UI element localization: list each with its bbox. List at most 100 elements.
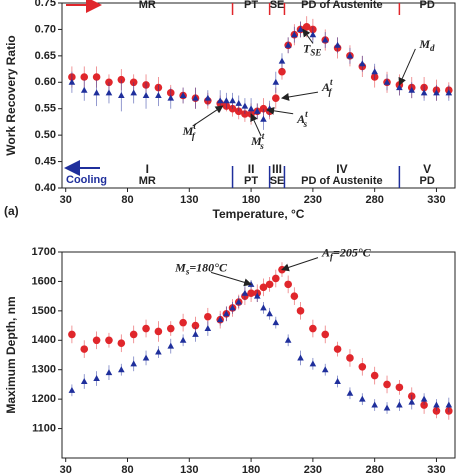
region-name-top: SE [270, 0, 285, 11]
point [68, 330, 76, 339]
point [260, 304, 267, 311]
y-tick-label: 0.65 [35, 50, 56, 62]
point [93, 89, 100, 96]
annotation: Ms=180°C [174, 260, 228, 276]
x-tick-label: 80 [121, 194, 133, 206]
annotation-sub: SE [310, 47, 321, 57]
point [155, 348, 162, 355]
plot-frame [61, 2, 456, 189]
point [260, 115, 267, 122]
point [118, 366, 125, 373]
region-name-top: PD [420, 0, 435, 11]
point [272, 78, 280, 85]
point [358, 362, 367, 371]
x-tick-label: 330 [427, 194, 445, 206]
annotation-sub: f [330, 252, 334, 262]
point [408, 86, 416, 93]
point [371, 401, 378, 408]
annotation: Mt s [250, 131, 265, 151]
annotation-sub: s [303, 119, 308, 129]
point [334, 41, 341, 48]
point [105, 336, 113, 345]
y-tick-label: 1100 [32, 422, 56, 434]
y-tick-label: 0.70 [35, 23, 56, 35]
x-tick-label: 230 [304, 464, 322, 474]
x-tick-label: 80 [121, 464, 133, 474]
x-tick-label: 130 [180, 464, 198, 474]
annotation-base: A [321, 245, 330, 259]
point [68, 78, 76, 85]
point [80, 377, 88, 384]
point [166, 324, 175, 333]
annotation-sup: t [193, 121, 196, 131]
x-tick-label: 180 [242, 194, 260, 206]
y-tick-label: 1300 [32, 364, 56, 376]
point [118, 92, 125, 98]
plot-frame [61, 251, 456, 459]
point [420, 89, 428, 96]
point [296, 307, 305, 315]
x-tick-label: 30 [60, 194, 72, 206]
point [278, 265, 286, 274]
point [117, 339, 126, 348]
point [278, 67, 286, 76]
point [155, 92, 162, 98]
point [272, 319, 280, 326]
point [420, 395, 428, 402]
point [247, 289, 255, 298]
y-axis-title: Maximum Depth, nm [4, 296, 18, 413]
point [321, 330, 330, 339]
annotation-sup: t [330, 77, 333, 87]
point [309, 324, 317, 333]
annotation-base: M [250, 134, 262, 148]
point [297, 25, 304, 32]
x-tick-label: 230 [304, 194, 322, 206]
point [241, 102, 249, 109]
point [247, 105, 255, 112]
point [235, 298, 243, 305]
point [359, 60, 366, 67]
x-tick-label: 280 [365, 464, 383, 474]
point [235, 99, 243, 106]
point [433, 401, 440, 408]
point [334, 377, 341, 384]
y-tick-label: 0.45 [35, 155, 56, 167]
annotation-base: A [296, 112, 305, 126]
y-tick-label: 1600 [32, 275, 56, 287]
annotation-sup: t [262, 131, 265, 141]
x-axis-title: Temperature, °C [213, 207, 305, 221]
point [272, 274, 280, 283]
point [192, 330, 199, 337]
y-tick-label: 0.40 [35, 182, 56, 194]
point [309, 360, 317, 367]
annotation: TSE [303, 41, 321, 57]
point [253, 107, 261, 114]
region-numeral: IV [336, 162, 347, 176]
region-name: SE [270, 175, 285, 187]
point [167, 342, 175, 349]
point [80, 345, 89, 353]
y-tick-label: 1500 [32, 305, 56, 317]
point [223, 97, 230, 104]
point [229, 97, 236, 104]
point [191, 321, 200, 330]
region-name-top: MR [139, 0, 156, 11]
annotation-base: M [182, 124, 194, 138]
x-tick-label: 30 [60, 464, 72, 474]
region-name: MR [139, 175, 156, 187]
region-numeral: II [248, 162, 255, 176]
point [68, 386, 76, 393]
point [265, 280, 274, 289]
point [290, 292, 299, 300]
annotation-arrow [280, 91, 319, 101]
y-tick-label: 1700 [32, 246, 56, 258]
point [321, 366, 329, 373]
point [346, 354, 354, 362]
point [396, 401, 403, 408]
region-name: PD [420, 175, 435, 187]
point [445, 401, 453, 408]
point [130, 360, 137, 367]
point [80, 73, 89, 81]
y-tick-label: 1400 [32, 334, 56, 346]
